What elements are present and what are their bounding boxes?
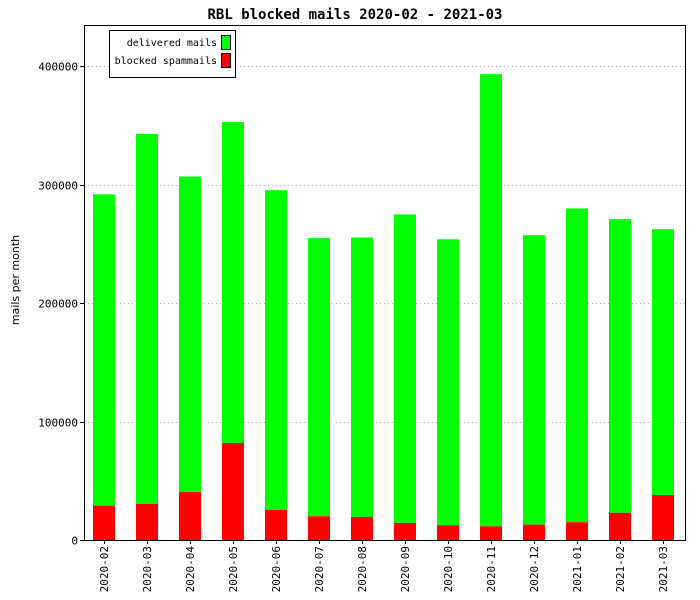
bar-blocked-2020-07	[308, 516, 330, 540]
bar-delivered-2020-08	[351, 237, 373, 517]
y-tick-label: 200000	[38, 298, 78, 311]
chart-title: RBL blocked mails 2020-02 - 2021-03	[207, 7, 502, 23]
x-tick-label-2021-02: 2021-02	[614, 546, 627, 592]
bar-delivered-2021-01	[566, 208, 588, 523]
y-tick-label: 300000	[38, 180, 78, 193]
x-tick-label-2020-03: 2020-03	[141, 546, 154, 592]
x-tick-label-2020-02: 2020-02	[98, 546, 111, 592]
y-tick-label: 100000	[38, 417, 78, 430]
bar-blocked-2020-12	[523, 524, 545, 540]
bar-blocked-2020-10	[437, 525, 459, 540]
x-tick-label-2020-10: 2020-10	[442, 546, 455, 592]
x-tick-label-2020-09: 2020-09	[399, 546, 412, 592]
axes: 2020-02 2020-03 2020-04 2020-05 2020-06 2020-…	[38, 25, 686, 593]
x-tick-label-2021-03: 2021-03	[657, 546, 670, 592]
bar-blocked-2021-03	[652, 495, 674, 540]
x-tick-label-2020-11: 2020-11	[485, 546, 498, 592]
legend-swatch-1	[221, 53, 231, 68]
bar-delivered-2020-07	[308, 238, 330, 517]
y-tick-label: 0	[71, 535, 78, 548]
bar-blocked-2020-03	[136, 503, 158, 540]
bar-blocked-2020-05	[222, 442, 244, 540]
legend-swatch-0	[221, 35, 231, 50]
plot-frame	[84, 25, 686, 541]
bar-delivered-2020-05	[222, 122, 244, 443]
x-tick-label-2020-04: 2020-04	[184, 546, 197, 593]
bar-blocked-2020-02	[93, 505, 115, 540]
x-tick-label-2020-08: 2020-08	[356, 546, 369, 592]
bar-delivered-2020-02	[93, 194, 115, 506]
bar-delivered-2021-03	[652, 229, 674, 496]
bar-blocked-2021-02	[609, 512, 631, 540]
gridlines	[84, 66, 685, 423]
bar-delivered-2020-12	[523, 235, 545, 525]
x-tick-label-2020-06: 2020-06	[270, 546, 283, 592]
bars	[93, 74, 674, 540]
y-tick-label: 400000	[38, 61, 78, 74]
bar-delivered-2020-09	[394, 214, 416, 523]
legend-box	[109, 30, 236, 78]
bar-blocked-2020-09	[394, 522, 416, 540]
bar-delivered-2020-04	[179, 176, 201, 493]
bar-delivered-2020-11	[480, 74, 502, 527]
bar-delivered-2020-06	[265, 190, 287, 510]
bar-blocked-2021-01	[566, 522, 588, 540]
x-tick-label-2020-07: 2020-07	[313, 546, 326, 592]
bar-blocked-2020-11	[480, 526, 502, 540]
y-axis-label: mails per month	[9, 235, 22, 325]
legend: delivered mails blocked spammails	[109, 30, 236, 78]
x-tick-label-2020-12: 2020-12	[528, 546, 541, 592]
bar-blocked-2020-08	[351, 516, 373, 540]
bar-delivered-2020-03	[136, 133, 158, 504]
bar-blocked-2020-06	[265, 509, 287, 540]
legend-label-1: blocked spammails	[115, 56, 217, 67]
x-tick-label-2021-01: 2021-01	[571, 546, 584, 592]
x-tick-label-2020-05: 2020-05	[227, 546, 240, 592]
legend-label-0: delivered mails	[127, 38, 217, 49]
bar-delivered-2020-10	[437, 239, 459, 526]
bar-delivered-2021-02	[609, 219, 631, 513]
bar-blocked-2020-04	[179, 492, 201, 540]
